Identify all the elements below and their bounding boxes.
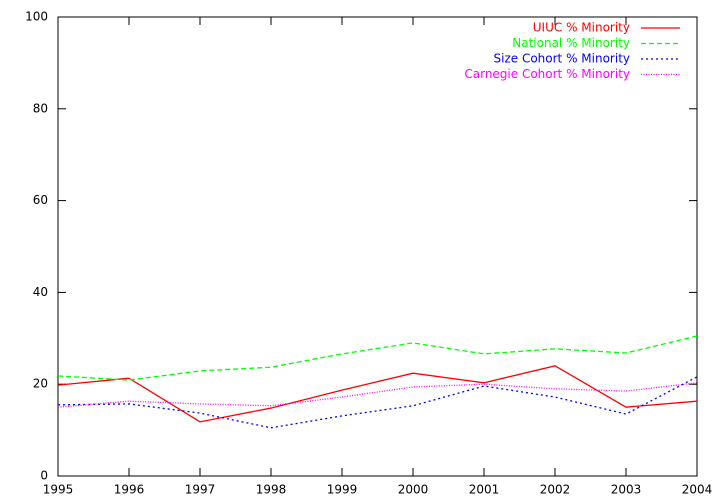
y-tick-label: 100	[25, 10, 48, 24]
x-tick-label: 2001	[469, 483, 500, 497]
y-tick-label: 80	[33, 101, 48, 115]
legend-label: National % Minority	[512, 36, 630, 50]
series-line	[57, 365, 698, 423]
y-tick-label: 20	[33, 377, 48, 391]
y-tick-label: 60	[33, 193, 48, 207]
x-tick-label: 1999	[327, 483, 358, 497]
x-tick-label: 2002	[540, 483, 571, 497]
x-tick-label: 2004	[682, 483, 713, 497]
x-tick-label: 1998	[256, 483, 287, 497]
x-tick-label: 2000	[398, 483, 429, 497]
legend-label: UIUC % Minority	[533, 21, 630, 35]
x-tick-label: 1995	[43, 483, 74, 497]
series-line	[57, 376, 698, 429]
series-line	[57, 335, 698, 381]
plot-frame	[57, 16, 698, 477]
series-line	[57, 382, 698, 408]
y-tick-label: 40	[33, 285, 48, 299]
y-tick-label: 0	[40, 469, 48, 483]
x-tick-label: 2003	[611, 483, 642, 497]
legend-label: Size Cohort % Minority	[494, 52, 631, 66]
x-tick-label: 1997	[185, 483, 216, 497]
x-tick-label: 1996	[114, 483, 145, 497]
legend-label: Carnegie Cohort % Minority	[464, 67, 630, 81]
